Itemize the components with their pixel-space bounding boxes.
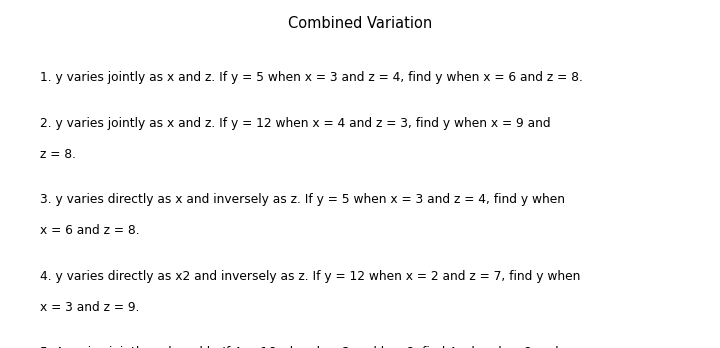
Text: 1. y varies jointly as x and z. If y = 5 when x = 3 and z = 4, find y when x = 6: 1. y varies jointly as x and z. If y = 5… bbox=[40, 71, 582, 84]
Text: 3. y varies directly as x and inversely as z. If y = 5 when x = 3 and z = 4, fin: 3. y varies directly as x and inversely … bbox=[40, 193, 564, 206]
Text: 5. A varies jointly as b and h. If A = 16 when b = 2 and h = 8, find A when b = : 5. A varies jointly as b and h. If A = 1… bbox=[40, 346, 558, 348]
Text: Combined Variation: Combined Variation bbox=[288, 16, 432, 31]
Text: x = 3 and z = 9.: x = 3 and z = 9. bbox=[40, 301, 139, 314]
Text: x = 6 and z = 8.: x = 6 and z = 8. bbox=[40, 224, 139, 237]
Text: z = 8.: z = 8. bbox=[40, 148, 76, 161]
Text: 4. y varies directly as x2 and inversely as z. If y = 12 when x = 2 and z = 7, f: 4. y varies directly as x2 and inversely… bbox=[40, 270, 580, 283]
Text: 2. y varies jointly as x and z. If y = 12 when x = 4 and z = 3, find y when x = : 2. y varies jointly as x and z. If y = 1… bbox=[40, 117, 550, 129]
